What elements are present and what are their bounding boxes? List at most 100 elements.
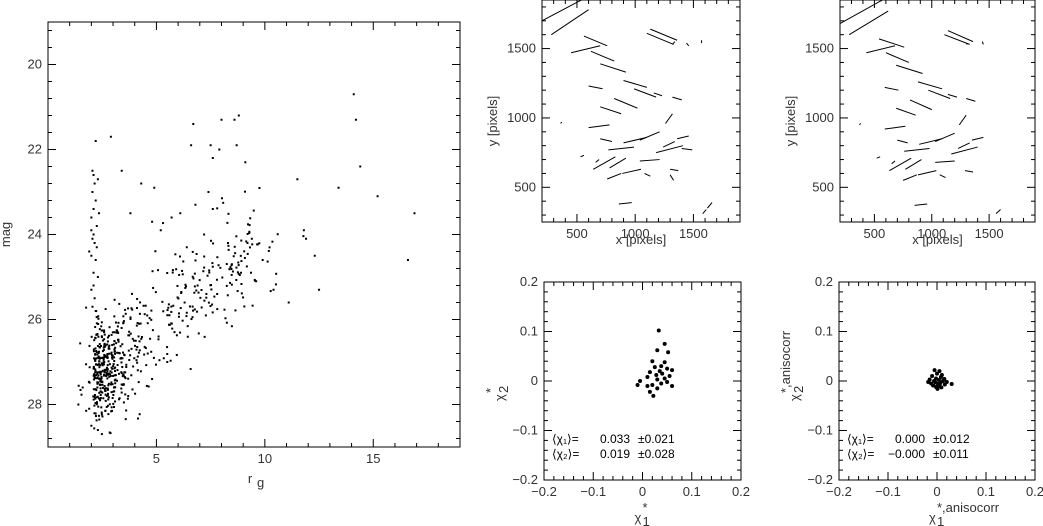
data-point: [249, 271, 252, 274]
data-point: [237, 114, 240, 117]
data-point: [140, 337, 143, 340]
data-point: [102, 363, 105, 366]
data-point: [121, 375, 124, 378]
data-point: [103, 356, 106, 359]
data-point: [231, 270, 234, 273]
data-point: [97, 414, 100, 417]
data-point: [97, 374, 100, 377]
data-point: [105, 374, 108, 377]
data-point: [115, 331, 118, 334]
y-axis-label-sub: 2: [496, 386, 511, 393]
data-point: [85, 409, 88, 412]
data-point: [179, 331, 182, 334]
data-point: [136, 297, 139, 300]
data-point: [218, 148, 221, 151]
data-point: [120, 383, 123, 386]
data-point: [120, 326, 123, 329]
data-point: [305, 237, 308, 240]
data-point: [100, 362, 103, 365]
x-tick-label: 0: [639, 484, 646, 499]
data-point: [197, 291, 200, 294]
data-point: [106, 370, 109, 373]
data-point: [106, 404, 109, 407]
data-point: [150, 350, 153, 353]
data-point: [103, 329, 106, 332]
data-point: [132, 365, 135, 368]
data-point: [230, 283, 233, 286]
x-axis-label-sub: g: [257, 475, 264, 490]
data-point: [170, 305, 173, 308]
data-point: [106, 387, 109, 390]
data-point: [638, 379, 643, 383]
y-tick-label: 1500: [805, 41, 834, 56]
data-point: [274, 283, 277, 286]
annotation-error: ±0.012: [933, 432, 970, 446]
data-point: [185, 315, 188, 318]
data-point: [167, 303, 170, 306]
data-point: [168, 314, 171, 317]
whisker: [905, 159, 922, 170]
whisker: [939, 174, 946, 179]
data-point: [126, 397, 129, 400]
data-point: [162, 310, 165, 313]
data-point: [138, 312, 141, 315]
data-point: [99, 373, 102, 376]
data-point: [665, 379, 670, 384]
data-point: [302, 235, 305, 238]
data-point: [240, 283, 243, 286]
data-point: [106, 368, 109, 371]
data-point: [111, 383, 114, 386]
data-point: [100, 413, 103, 416]
data-point: [216, 293, 219, 295]
x-tick-label: 1500: [975, 226, 1004, 241]
whisker: [884, 86, 899, 91]
data-point: [99, 370, 102, 373]
data-point: [143, 345, 146, 348]
data-point: [88, 381, 91, 384]
whisker: [541, 0, 583, 22]
x-axis-label-sub: 1: [937, 514, 944, 526]
data-point: [193, 308, 196, 311]
data-point: [243, 190, 246, 193]
data-point: [97, 212, 100, 215]
data-point: [178, 312, 181, 315]
data-point: [108, 344, 111, 347]
data-point: [105, 368, 108, 371]
y-axis-label-sup: *,anisocorr: [778, 330, 793, 393]
whisker: [957, 142, 970, 149]
data-point: [276, 233, 279, 236]
data-point: [97, 371, 100, 374]
data-point: [224, 317, 227, 320]
data-point: [146, 314, 149, 317]
data-point: [198, 279, 201, 282]
data-point: [212, 242, 215, 245]
data-point: [258, 242, 261, 245]
data-point: [107, 392, 110, 395]
y-tick-label: 1000: [507, 110, 536, 125]
data-point: [144, 347, 147, 350]
data-point: [226, 294, 229, 297]
data-point: [181, 269, 184, 272]
data-point: [256, 243, 259, 246]
data-point: [103, 373, 106, 376]
data-point: [235, 266, 238, 269]
data-point: [139, 301, 142, 304]
x-tick-label: 0: [933, 484, 940, 499]
data-point: [122, 321, 125, 324]
data-point: [102, 397, 105, 400]
whisker: [859, 123, 862, 126]
data-point: [97, 315, 100, 318]
data-point: [108, 403, 111, 406]
data-point: [98, 383, 101, 386]
x-axis-label: x [pixels]: [912, 232, 963, 247]
data-point: [179, 307, 182, 310]
data-point: [171, 271, 174, 274]
data-point: [140, 182, 143, 185]
data-point: [240, 239, 243, 242]
data-point: [180, 290, 183, 293]
data-point: [936, 378, 941, 383]
annotation-label: ⟨χ₂⟩=: [847, 447, 874, 461]
data-point: [90, 335, 93, 338]
data-point: [85, 363, 88, 366]
data-point: [77, 384, 80, 387]
